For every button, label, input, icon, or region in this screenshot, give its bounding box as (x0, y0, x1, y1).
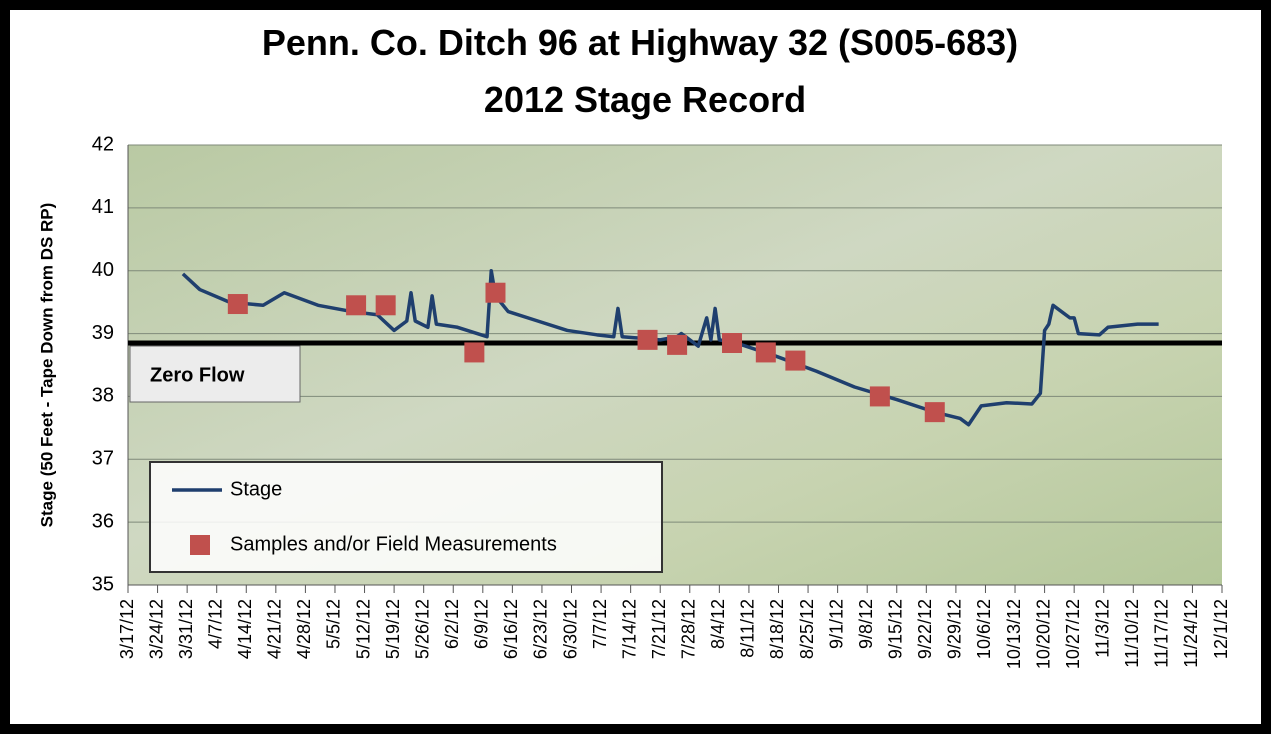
sample-marker (464, 342, 485, 363)
x-tick-label: 6/30/12 (560, 599, 580, 659)
legend-label: Samples and/or Field Measurements (230, 533, 557, 555)
sample-marker (722, 333, 743, 353)
x-tick-label: 9/8/12 (856, 599, 876, 649)
x-tick-label: 9/29/12 (945, 599, 965, 659)
x-tick-label: 5/5/12 (324, 599, 344, 649)
x-tick-label: 6/16/12 (501, 599, 521, 659)
annotation-label: Zero Flow (150, 364, 245, 386)
x-tick-label: 5/26/12 (412, 599, 432, 659)
x-tick-label: 7/14/12 (619, 599, 639, 659)
x-tick-label: 3/31/12 (176, 599, 196, 659)
sample-marker (637, 329, 658, 350)
sample-marker (755, 342, 776, 363)
x-tick-label: 8/11/12 (738, 599, 758, 658)
y-tick-label: 39 (92, 322, 114, 344)
x-tick-label: 10/20/12 (1033, 599, 1053, 669)
x-tick-label: 7/28/12 (679, 599, 699, 659)
sample-marker (785, 350, 806, 371)
sample-marker (667, 334, 688, 355)
y-tick-label: 40 (92, 259, 114, 281)
x-tick-label: 4/28/12 (294, 599, 314, 659)
x-tick-label: 6/23/12 (531, 599, 551, 659)
legend-box (149, 461, 663, 573)
y-axis-label: Stage (50 Feet - Tape Down from DS RP) (37, 203, 56, 528)
sample-marker (227, 294, 248, 315)
x-tick-label: 8/25/12 (797, 599, 817, 659)
y-tick-label: 42 (92, 133, 114, 155)
sample-marker (485, 282, 506, 303)
x-tick-label: 12/1/12 (1211, 599, 1231, 659)
x-tick-label: 8/18/12 (767, 599, 787, 659)
x-tick-label: 5/12/12 (353, 599, 373, 659)
x-tick-label: 6/9/12 (472, 599, 492, 649)
legend-swatch (190, 535, 210, 555)
x-tick-label: 11/17/12 (1152, 599, 1172, 668)
x-tick-label: 4/21/12 (265, 599, 285, 659)
sample-marker (375, 295, 396, 316)
y-tick-label: 38 (92, 385, 114, 407)
sample-marker (869, 386, 890, 407)
x-tick-label: 4/14/12 (235, 599, 255, 659)
y-tick-label: 41 (92, 196, 114, 218)
x-tick-label: 10/13/12 (1004, 599, 1024, 669)
x-tick-label: 3/24/12 (146, 599, 166, 659)
x-tick-label: 11/3/12 (1092, 599, 1112, 658)
chart-title: Penn. Co. Ditch 96 at Highway 32 (S005-6… (262, 22, 1018, 63)
x-tick-label: 5/19/12 (383, 599, 403, 659)
x-tick-label: 7/21/12 (649, 599, 669, 659)
x-tick-label: 11/24/12 (1181, 599, 1201, 668)
x-tick-label: 9/1/12 (826, 599, 846, 649)
x-tick-label: 4/7/12 (205, 599, 225, 649)
x-tick-label: 10/6/12 (974, 599, 994, 659)
y-tick-label: 35 (92, 573, 114, 595)
chart-title: 2012 Stage Record (484, 79, 806, 120)
y-tick-label: 36 (92, 510, 114, 532)
x-tick-label: 11/10/12 (1122, 599, 1142, 668)
x-tick-label: 9/15/12 (886, 599, 906, 659)
sample-marker (346, 295, 367, 316)
sample-marker (924, 402, 945, 423)
annotation-box (129, 345, 301, 403)
y-tick-label: 37 (92, 448, 114, 470)
x-tick-label: 7/7/12 (590, 599, 610, 649)
x-tick-label: 3/17/12 (117, 599, 137, 659)
x-tick-label: 8/4/12 (708, 599, 728, 649)
legend-label: Stage (230, 478, 282, 500)
x-tick-label: 10/27/12 (1063, 599, 1083, 669)
x-tick-label: 9/22/12 (915, 599, 935, 659)
x-tick-label: 6/2/12 (442, 599, 462, 649)
